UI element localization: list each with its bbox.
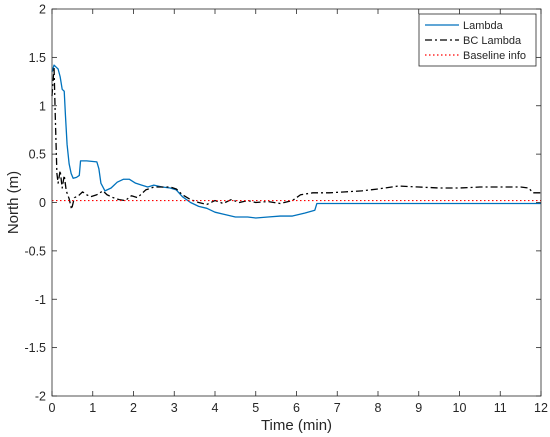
x-tick-label: 12 (534, 401, 548, 415)
legend-label-2: Baseline info (463, 50, 526, 62)
y-tick-label: 2 (39, 3, 46, 17)
y-tick-label: -0.5 (24, 244, 46, 258)
x-tick-label: 7 (334, 401, 341, 415)
y-tick-label: 0.5 (29, 148, 46, 162)
y-tick-label: 1.5 (29, 51, 46, 65)
legend-label-1: BC Lambda (463, 35, 522, 47)
x-tick-label: 2 (130, 401, 137, 415)
x-tick-label: 10 (453, 401, 467, 415)
x-tick-label: 3 (171, 401, 178, 415)
x-tick-label: 6 (293, 401, 300, 415)
plot-frame (51, 8, 542, 397)
legend-box (418, 13, 537, 67)
x-tick-label: 9 (415, 401, 422, 415)
y-tick-label: 1 (39, 99, 46, 113)
plot-lines (51, 64, 541, 219)
x-tick-label: 1 (89, 401, 96, 415)
y-axis-label: North (m) (5, 171, 22, 234)
y-tick-label: -1 (35, 293, 46, 307)
x-tick-label: 11 (494, 401, 507, 415)
series-line-0 (51, 64, 541, 219)
y-tick-label: -1.5 (24, 341, 46, 355)
x-axis-label: Time (min) (261, 417, 332, 434)
legend: Lambda BC Lambda Baseline info (418, 13, 537, 67)
legend-label-0: Lambda (463, 20, 504, 32)
x-tick-label: 8 (375, 401, 382, 415)
x-tick-label: 5 (252, 401, 259, 415)
y-tick-label: -2 (35, 390, 46, 404)
x-tick-label: 0 (49, 401, 56, 415)
series-line-1 (51, 66, 541, 210)
x-tick-label: 4 (212, 401, 219, 415)
axes (51, 8, 542, 397)
y-tick-label: 0 (39, 196, 46, 210)
